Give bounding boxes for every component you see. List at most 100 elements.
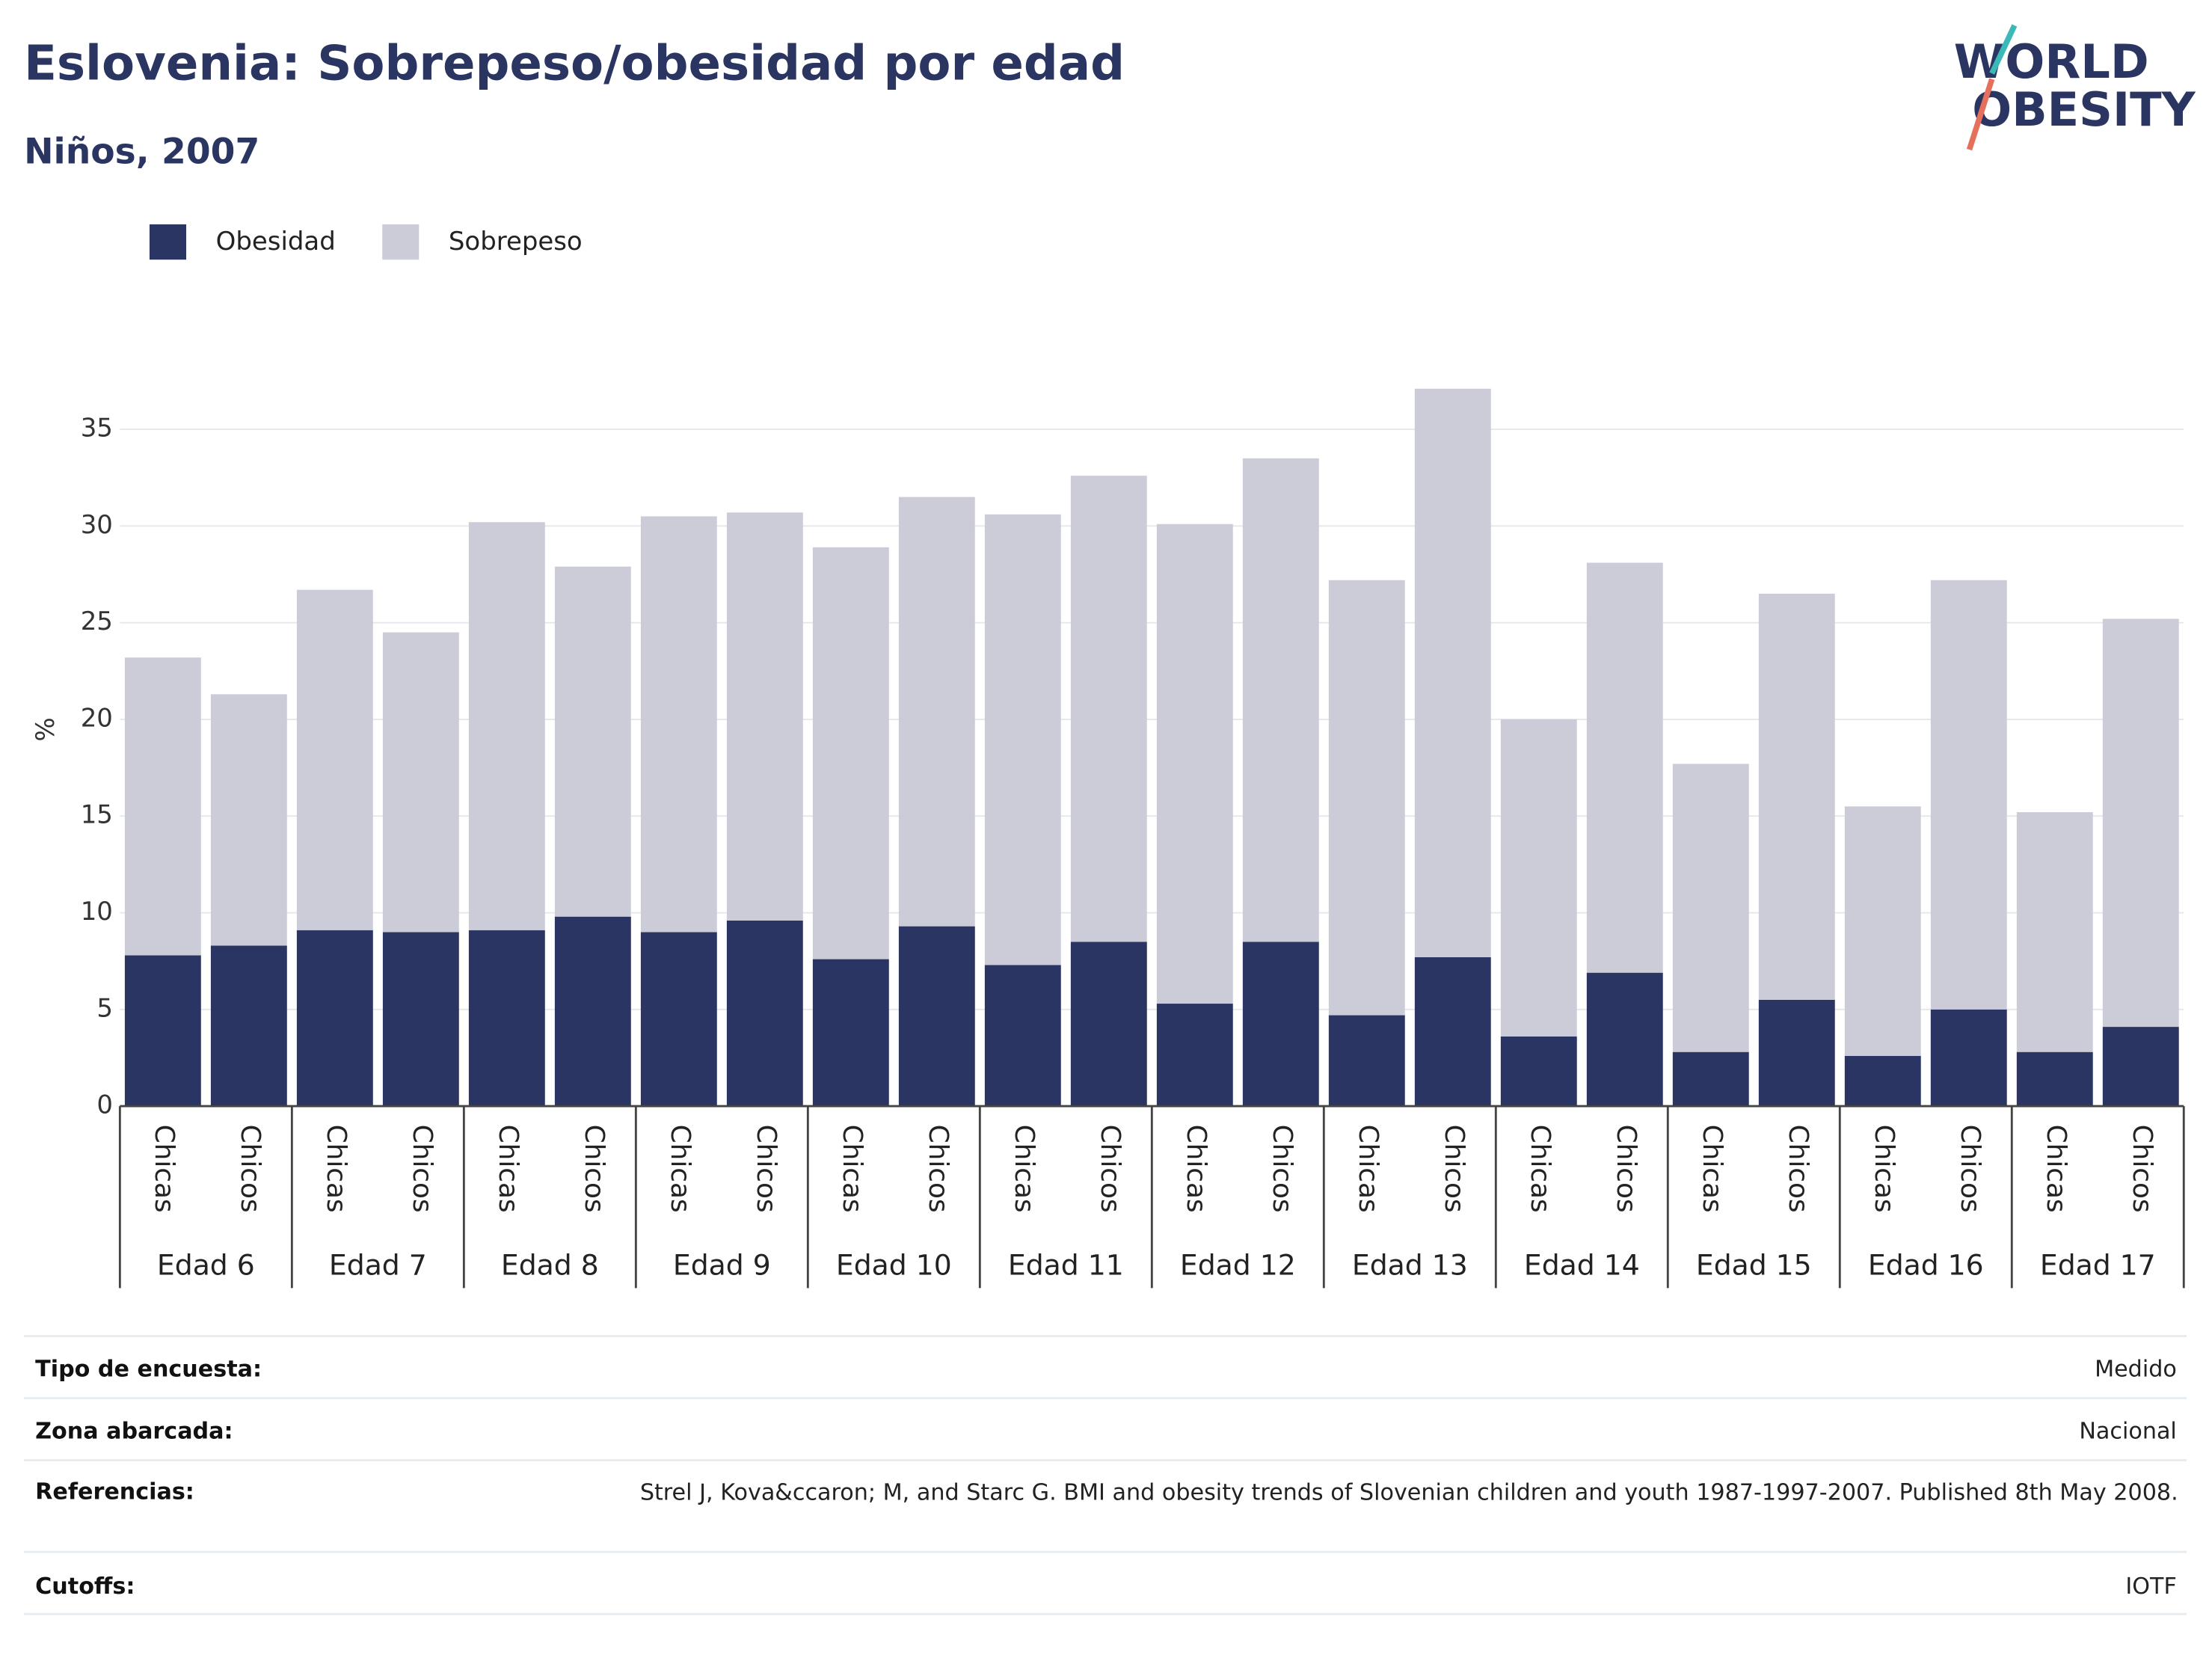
bar-segment: [1070, 942, 1147, 1107]
bar-segment: [468, 930, 545, 1107]
bar-segment: [1500, 1036, 1577, 1107]
bar-segment: [726, 512, 803, 921]
group-label: Edad 13: [1352, 1249, 1468, 1282]
logo-line2: OBESITY: [1972, 82, 2196, 137]
x-tick-label: Chicos: [1783, 1125, 1813, 1213]
group-label: Edad 12: [1180, 1249, 1296, 1282]
x-tick-label: Chicos: [407, 1125, 437, 1213]
group-label: Edad 14: [1524, 1249, 1640, 1282]
bar-segment: [898, 926, 975, 1107]
x-tick-label: Chicas: [2041, 1125, 2071, 1213]
bar-segment: [1672, 764, 1749, 1052]
legend-label: Sobrepeso: [449, 227, 583, 257]
bar-segment: [210, 694, 287, 946]
x-tick-label: Chicas: [1353, 1125, 1383, 1213]
x-tick-label: Chicas: [149, 1125, 179, 1213]
bar-segment: [984, 514, 1061, 965]
x-tick-label: Chicos: [2127, 1125, 2157, 1213]
x-tick-label: Chicas: [321, 1125, 351, 1213]
legend-swatch: [382, 224, 420, 260]
bar-segment: [1414, 388, 1491, 957]
y-tick-label: 20: [81, 703, 113, 733]
table-label: Cutoffs:: [35, 1573, 135, 1600]
y-tick-label: 5: [96, 993, 113, 1023]
x-tick-label: Chicos: [751, 1125, 781, 1213]
x-tick-label: Chicas: [1697, 1125, 1727, 1213]
x-tick-label: Chicas: [1009, 1125, 1039, 1213]
group-label: Edad 17: [2040, 1249, 2156, 1282]
bar-segment: [1586, 562, 1663, 973]
bar-segment: [1758, 593, 1835, 1000]
legend-label: Obesidad: [216, 227, 336, 257]
bar-segment: [1586, 972, 1663, 1107]
bar-segment: [296, 589, 373, 930]
bar-segment: [1758, 999, 1835, 1107]
bar-segment: [1930, 580, 2007, 1010]
bar-segment: [1156, 523, 1233, 1004]
bar-segment: [2016, 812, 2093, 1052]
bar-segment: [1844, 806, 1921, 1056]
bar-segment: [124, 657, 201, 956]
bar-segment: [554, 566, 631, 917]
bar-segment: [2102, 618, 2179, 1028]
x-tick-label: Chicos: [1955, 1125, 1985, 1213]
y-tick-label: 25: [81, 607, 113, 636]
bar-segment: [1070, 476, 1147, 942]
x-tick-label: Chicas: [665, 1125, 695, 1213]
table-value: Nacional: [2079, 1418, 2177, 1444]
group-label: Edad 15: [1696, 1249, 1812, 1282]
bar-segment: [1844, 1055, 1921, 1107]
y-tick-label: 35: [81, 414, 113, 443]
reference-text: Strel J, Kova&ccaron; M, and Starc G. BM…: [639, 1479, 2178, 1505]
bar-segment: [812, 547, 889, 959]
x-tick-label: Chicas: [837, 1125, 867, 1213]
bar-segment: [640, 516, 717, 933]
chart-subtitle: Niños, 2007: [24, 132, 259, 173]
bar-segment: [1328, 580, 1405, 1016]
bar-segment: [296, 930, 373, 1107]
bar-segment: [640, 932, 717, 1107]
y-tick-label: 0: [96, 1090, 113, 1120]
bar-segment: [1414, 957, 1491, 1107]
x-tick-label: Chicos: [1611, 1125, 1641, 1213]
bar-segment: [984, 965, 1061, 1107]
group-label: Edad 9: [673, 1249, 771, 1282]
y-tick-label: 10: [81, 897, 113, 927]
bar-segment: [1328, 1015, 1405, 1107]
bar-segment: [210, 945, 287, 1107]
bar-segment: [1500, 719, 1577, 1037]
bar-segment: [382, 932, 459, 1107]
table-value: Medido: [2095, 1356, 2177, 1382]
logo-slash-coral: [1966, 78, 1995, 151]
bar-segment: [124, 955, 201, 1107]
group-label: Edad 11: [1008, 1249, 1124, 1282]
x-tick-label: Chicos: [1267, 1125, 1297, 1213]
bar-segment: [1242, 458, 1319, 942]
x-tick-label: Chicas: [1525, 1125, 1555, 1213]
bar-segment: [812, 959, 889, 1107]
bar-segment: [726, 920, 803, 1107]
x-tick-label: Chicos: [579, 1125, 609, 1213]
x-tick-label: Chicos: [235, 1125, 265, 1213]
table-label: Referencias:: [35, 1479, 194, 1505]
bar-segment: [1672, 1051, 1749, 1107]
x-tick-label: Chicas: [493, 1125, 523, 1213]
bar-segment: [898, 497, 975, 927]
table-value: Strel J, Kova&ccaron; M, and Starc G. BM…: [639, 1479, 2178, 1505]
x-tick-label: Chicos: [1439, 1125, 1469, 1213]
y-tick-label: 30: [81, 510, 113, 540]
bar-segment: [2102, 1027, 2179, 1107]
chart-title: Eslovenia: Sobrepeso/obesidad por edad: [24, 35, 1125, 91]
y-axis-label: %: [31, 717, 61, 741]
x-tick-label: Chicas: [1181, 1125, 1211, 1213]
group-label: Edad 7: [329, 1249, 427, 1282]
table-label: Zona abarcada:: [35, 1418, 233, 1444]
bar-segment: [1930, 1009, 2007, 1107]
table-label: Tipo de encuesta:: [35, 1356, 262, 1382]
logo-line1: WORLD: [1954, 34, 2149, 89]
bar-segment: [554, 916, 631, 1107]
bar-segment: [2016, 1051, 2093, 1107]
bar-segment: [468, 522, 545, 930]
group-label: Edad 10: [836, 1249, 952, 1282]
group-label: Edad 16: [1868, 1249, 1984, 1282]
